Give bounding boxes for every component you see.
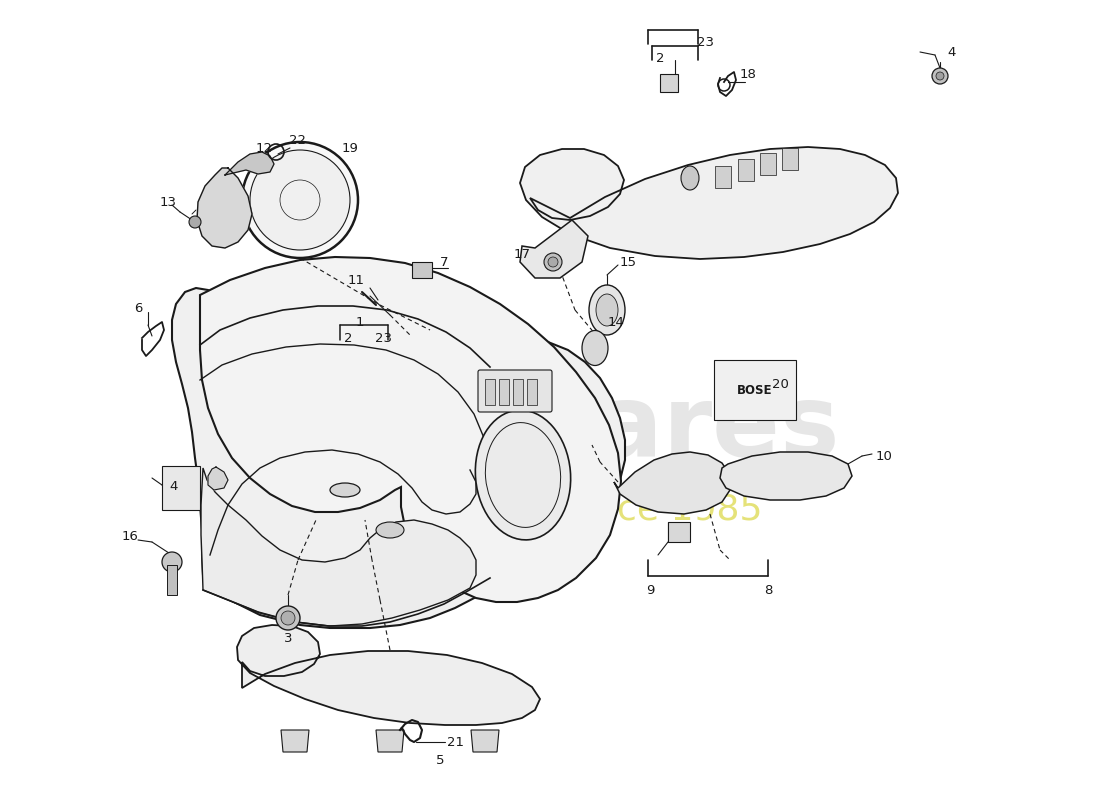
Circle shape [162,552,182,572]
Text: 3: 3 [284,631,293,645]
Circle shape [250,150,350,250]
Text: 5: 5 [436,754,444,766]
Circle shape [276,606,300,630]
Polygon shape [172,288,625,628]
Text: 23: 23 [375,331,393,345]
Text: 15: 15 [619,255,637,269]
Circle shape [932,68,948,84]
FancyBboxPatch shape [478,370,552,412]
Polygon shape [614,452,730,514]
Circle shape [189,216,201,228]
Text: 2: 2 [343,331,352,345]
Text: 22: 22 [289,134,307,146]
Circle shape [280,611,295,625]
Text: 18: 18 [739,67,757,81]
Text: 23: 23 [697,35,715,49]
Circle shape [242,142,358,258]
Ellipse shape [330,483,360,497]
Polygon shape [201,468,476,626]
Ellipse shape [376,522,404,538]
Polygon shape [376,730,404,752]
Bar [668,522,690,542]
Text: 8: 8 [763,583,772,597]
Polygon shape [720,452,852,500]
Bar [167,565,177,595]
Polygon shape [208,467,228,490]
Text: 9: 9 [646,583,654,597]
Text: 1: 1 [355,315,364,329]
Ellipse shape [475,410,571,540]
Text: 20: 20 [771,378,789,390]
Bar [660,74,678,92]
Bar [760,153,775,175]
Text: 13: 13 [160,195,176,209]
Text: BOSE: BOSE [737,383,772,397]
Text: 11: 11 [348,274,364,286]
Text: 19: 19 [342,142,359,154]
Text: 7: 7 [440,255,449,269]
Polygon shape [236,625,540,725]
Text: 14: 14 [607,317,625,330]
Circle shape [936,72,944,80]
Text: 16: 16 [122,530,139,542]
Text: 21: 21 [448,735,464,749]
Bar [527,379,537,405]
Polygon shape [471,730,499,752]
Polygon shape [197,168,252,248]
Bar [738,159,754,181]
Text: 12: 12 [255,142,273,154]
Bar [715,166,732,188]
Text: 4: 4 [169,479,178,493]
Circle shape [544,253,562,271]
Polygon shape [520,220,588,278]
Bar [485,379,495,405]
Bar [499,379,509,405]
Bar [513,379,522,405]
Text: 2: 2 [656,51,664,65]
Text: eurosares: eurosares [279,382,840,478]
Bar [412,262,432,278]
Bar [782,148,797,170]
Bar [162,466,200,510]
Text: a passion for parts since 1985: a passion for parts since 1985 [218,493,762,527]
Text: 17: 17 [514,247,530,261]
Polygon shape [200,257,622,602]
Circle shape [548,257,558,267]
Ellipse shape [596,294,618,326]
Text: 10: 10 [876,450,892,462]
Polygon shape [226,152,274,175]
Text: 4: 4 [948,46,956,58]
Polygon shape [520,147,898,259]
Ellipse shape [582,330,608,366]
Ellipse shape [588,285,625,335]
Polygon shape [280,730,309,752]
Ellipse shape [681,166,698,190]
Text: 6: 6 [134,302,142,314]
